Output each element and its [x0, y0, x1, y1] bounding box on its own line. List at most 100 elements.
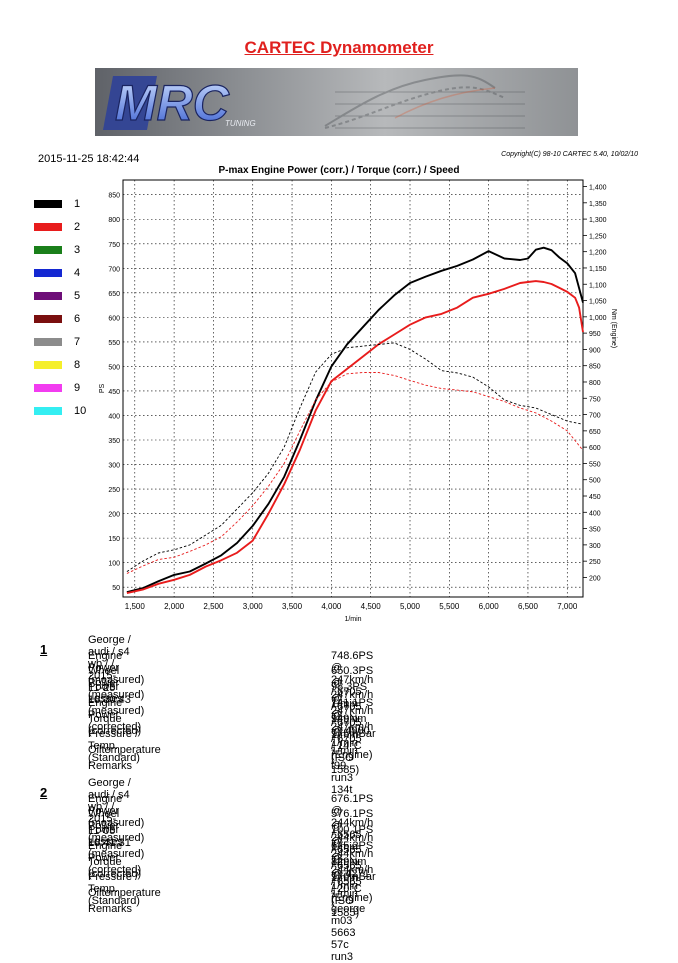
run-number: 1 [40, 642, 48, 657]
y-left-tick-label: 600 [108, 315, 120, 322]
y-right-tick-label: 1,150 [589, 266, 607, 273]
legend-item: 7 [34, 330, 86, 353]
y-left-tick-label: 450 [108, 389, 120, 396]
run-row-label: Torque (corrected) [88, 855, 142, 880]
legend-swatch [34, 337, 62, 346]
run-row-value: 576.1PS @ 244km/h / 6565 1/min [331, 808, 374, 869]
x-tick-label: 6,500 [518, 602, 539, 611]
x-tick-label: 4,500 [361, 602, 382, 611]
run-header: George / audi / s4 wb / / 2015-11-05 18:… [88, 777, 131, 849]
y-left-tick-label: 750 [108, 242, 120, 249]
legend-swatch [34, 360, 62, 369]
run-row-value: 970mBar / 20°C (ISO 1585) [331, 871, 376, 920]
y-left-tick-label: 550 [108, 340, 120, 347]
legend-swatch [34, 314, 62, 323]
run-row-label: Engine Power (corrected) [88, 696, 142, 733]
run-row-label: Pressure / Temp. (Standard) [88, 871, 140, 908]
run-row-value: 675.2PS @ 244km/h / 6565 1/min [331, 839, 374, 900]
y-right-tick-label: 1,100 [589, 282, 607, 289]
copyright-text: Copyright(C) 98-10 CARTEC 5.40, 10/02/10 [501, 151, 638, 158]
legend-swatch [34, 199, 62, 208]
series-line-torque-1 [126, 342, 584, 572]
y-right-tick-label: 1,400 [589, 185, 607, 192]
legend-swatch [34, 245, 62, 254]
y-right-axis-label: Nm (Engine) [610, 309, 617, 348]
x-tick-label: 3,000 [243, 602, 264, 611]
y-right-tick-label: 350 [589, 527, 601, 534]
y-right-tick-label: 550 [589, 461, 601, 468]
y-left-tick-label: 650 [108, 291, 120, 298]
x-tick-label: 7,000 [557, 602, 578, 611]
y-left-tick-label: 500 [108, 364, 120, 371]
run-row-label: Engine Power (measured) [88, 649, 145, 686]
y-left-tick-label: 350 [108, 438, 120, 445]
run-row-value: 949Nm @ 4900 1/min (Engine) [331, 712, 373, 761]
run-row-label: Wheel Power (measured) [88, 665, 145, 702]
run-row-value: 650.3PS @ 247km/h / 6705 1/min [331, 665, 374, 726]
run-row-label: Remarks [88, 759, 133, 772]
run-row-value: 100.1PS @ 244km/h / 6565 1/min [331, 824, 374, 885]
y-right-tick-label: 1,050 [589, 299, 607, 306]
y-right-tick-label: 800 [589, 380, 601, 387]
y-right-tick-label: 300 [589, 543, 601, 550]
x-tick-label: 2,000 [164, 602, 185, 611]
run-row-value: 748.6PS @ 247km/h / 6705 1/min [331, 649, 374, 710]
legend-item: 2 [34, 215, 86, 238]
x-tick-label: 6,000 [479, 602, 500, 611]
legend-label: 1 [74, 197, 81, 210]
legend-item: 3 [34, 238, 86, 261]
y-right-tick-label: 950 [589, 331, 601, 338]
y-left-tick-label: 700 [108, 266, 120, 273]
legend-item: 5 [34, 284, 86, 307]
run-row-label: Remarks [88, 902, 133, 915]
x-tick-label: 2,500 [203, 602, 224, 611]
dyno-chart: 1,500 2,000 2,500 3,000 3,500 4,000 4,500 5,000… [99, 179, 617, 623]
y-right-tick-label: 850 [589, 364, 601, 371]
y-left-tick-label: 200 [108, 512, 120, 519]
y-left-tick-label: 400 [108, 413, 120, 420]
x-tick-label: 4,000 [321, 602, 342, 611]
chart-title: P-max Engine Power (corr.) / Torque (cor… [218, 165, 460, 176]
x-axis-label: 1/min [344, 616, 361, 623]
legend-label: 4 [74, 266, 81, 279]
y-right-tick-label: 1,200 [589, 250, 607, 257]
run-row-label: Power Losses (measured) [88, 824, 145, 861]
y-left-tick-label: 50 [112, 585, 120, 592]
legend-label: 8 [74, 358, 81, 371]
y-left-axis-label: PS [99, 384, 106, 394]
run-row-value: 741.1PS @ 247km/h / 6705 1/min [331, 696, 374, 757]
legend-label: 7 [74, 335, 81, 348]
run-row-value: -- [331, 886, 335, 911]
y-right-tick-label: 650 [589, 429, 601, 436]
legend-item: 6 [34, 307, 86, 330]
y-left-tick-label: 250 [108, 487, 120, 494]
y-left-tick-label: 850 [108, 193, 120, 200]
run-row-label: Torque (corrected) [88, 712, 142, 737]
run-row-value: 676.1PS @ 244km/h / 6565 1/min [331, 792, 374, 853]
legend-swatch [34, 291, 62, 300]
legend-item: 10 [34, 399, 86, 422]
series-line-power-2 [126, 280, 584, 595]
run-row-value: george m03 5663 57c run3 [331, 902, 366, 963]
plot-frame [122, 179, 584, 598]
y-left-tick-label: 800 [108, 217, 120, 224]
report-date: 2015-11-25 18:42:44 [38, 153, 140, 165]
svg-text:MRC: MRC [115, 75, 230, 131]
run-row-label: Engine Power (measured) [88, 792, 145, 829]
run-header: George / audi / s4 wb / / 2015-11-25 18:… [88, 634, 131, 706]
run-row-value: 975mBar / 14°C (ISO 1585) [331, 728, 376, 777]
run-number: 2 [40, 785, 48, 800]
y-right-tick-label: 900 [589, 347, 601, 354]
run-row-label: Oiltemperature [88, 743, 161, 756]
legend-label: 10 [74, 404, 87, 417]
legend-item: 4 [34, 261, 86, 284]
run-row-value: 98.3PS @ 247km/h / 6705 1/min [331, 681, 374, 742]
legend-swatch [34, 406, 62, 415]
y-left-tick-label: 100 [108, 561, 120, 568]
y-left-tick-label: 300 [108, 463, 120, 470]
x-tick-label: 1,500 [125, 602, 146, 611]
run-row-label: Power Losses (measured) [88, 681, 145, 718]
y-right-tick-label: 500 [589, 478, 601, 485]
y-right-tick-label: 700 [589, 413, 601, 420]
legend-item: 1 [34, 192, 86, 215]
